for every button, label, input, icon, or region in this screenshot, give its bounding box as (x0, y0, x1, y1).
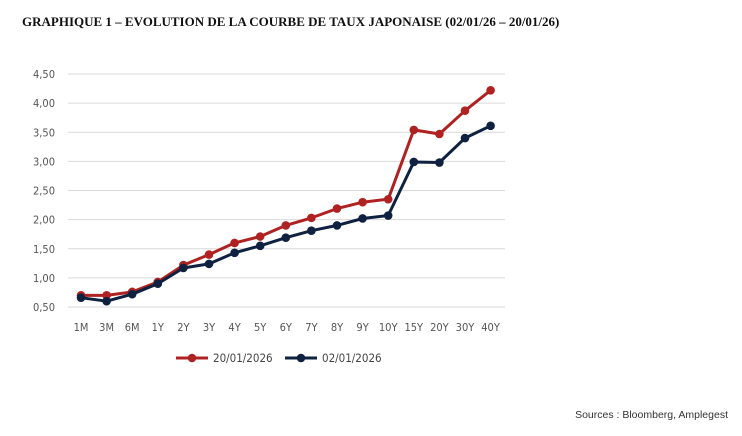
x-tick-label: 3Y (203, 321, 216, 334)
y-tick-label: 1,50 (33, 243, 55, 256)
data-point (76, 293, 86, 302)
y-tick-label: 0,50 (33, 301, 55, 314)
series-group (76, 86, 495, 306)
data-point (255, 241, 265, 251)
data-point (358, 197, 367, 207)
data-point (204, 250, 214, 259)
data-point (179, 263, 188, 273)
data-point (383, 211, 393, 220)
x-axis-tick-labels: 1M 3M 6M 1Y 2Y 3Y 4Y 5Y 6Y 7Y 8Y 9Y 10Y 15Y 20Y 30Y 40Y (74, 321, 501, 334)
x-tick-label: 15Y (404, 321, 424, 334)
x-tick-label: 6M (125, 321, 140, 334)
x-tick-label: 40Y (481, 321, 501, 334)
legend-marker (296, 353, 306, 363)
y-tick-label: 4,00 (33, 97, 55, 110)
legend-label: 20/01/2026 (213, 351, 273, 365)
x-tick-label: 30Y (456, 321, 476, 334)
y-tick-label: 3,50 (33, 126, 55, 139)
grid-lines (68, 73, 505, 308)
legend-item: 20/01/2026 (176, 351, 273, 365)
data-point (460, 133, 470, 143)
data-point (153, 279, 163, 289)
data-point (307, 213, 316, 223)
y-tick-label: 3,00 (33, 155, 55, 168)
x-tick-label: 1Y (152, 321, 165, 334)
x-tick-label: 1M (74, 321, 89, 334)
data-point (204, 259, 214, 269)
data-point (435, 158, 444, 167)
legend: 20/01/2026 02/01/2026 (176, 351, 382, 365)
data-point (230, 238, 239, 248)
data-point (435, 129, 444, 139)
x-tick-label: 5Y (254, 321, 267, 334)
data-point (281, 221, 291, 230)
data-point (281, 233, 291, 242)
y-axis-tick-labels: 4,50 4,00 3,50 3,00 2,50 2,00 1,50 1,00 0,50 (33, 68, 55, 314)
y-tick-label: 4,50 (33, 68, 55, 81)
x-tick-label: 7Y (305, 321, 318, 334)
x-tick-label: 3M (99, 321, 114, 334)
legend-item: 02/01/2026 (285, 351, 382, 365)
data-point (127, 289, 137, 299)
data-point (409, 157, 419, 167)
data-point (332, 204, 342, 213)
data-point (255, 232, 265, 241)
legend-label: 02/01/2026 (322, 351, 382, 365)
series-1 (76, 86, 495, 300)
data-point (307, 226, 316, 235)
y-tick-label: 1,00 (33, 272, 55, 285)
x-tick-label: 20Y (430, 321, 450, 334)
data-point (383, 194, 393, 204)
x-tick-label: 4Y (228, 321, 241, 334)
x-tick-label: 6Y (280, 321, 293, 334)
data-point (409, 125, 419, 135)
x-tick-label: 9Y (356, 321, 369, 334)
series-line (80, 124, 492, 303)
data-point (486, 121, 495, 131)
data-point (332, 221, 342, 230)
data-point (230, 248, 239, 258)
x-tick-label: 2Y (177, 321, 190, 334)
data-point (460, 106, 470, 115)
data-point (102, 296, 111, 306)
y-tick-label: 2,50 (33, 185, 55, 198)
chart-title: GRAPHIQUE 1 – EVOLUTION DE LA COURBE DE … (22, 14, 560, 29)
series-line (81, 89, 492, 297)
y-tick-label: 2,00 (33, 214, 55, 227)
series-2 (76, 121, 495, 306)
x-tick-label: 8Y (331, 321, 344, 334)
data-point (358, 214, 367, 223)
legend-marker (187, 353, 197, 363)
data-point (486, 86, 495, 95)
x-tick-label: 10Y (379, 321, 399, 334)
source-note: Sources : Bloomberg, Amplegest (575, 409, 728, 421)
